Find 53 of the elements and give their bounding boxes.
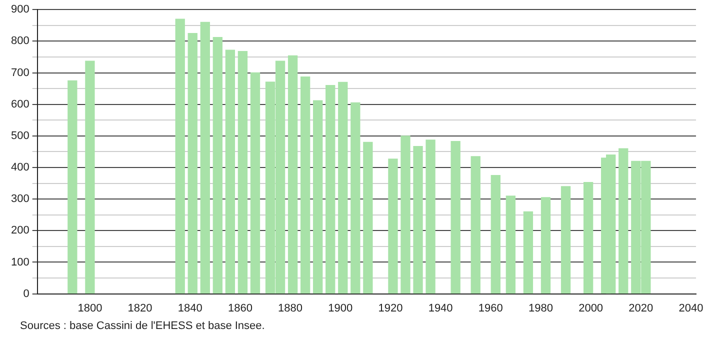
bar bbox=[326, 85, 336, 294]
bar bbox=[413, 146, 423, 294]
x-tick-label: 2000 bbox=[578, 302, 604, 314]
bar bbox=[225, 50, 236, 294]
bar bbox=[583, 182, 594, 294]
bar bbox=[350, 102, 360, 294]
bar bbox=[490, 175, 500, 294]
x-tick-label: 1820 bbox=[128, 302, 152, 314]
y-tick-label: 600 bbox=[10, 98, 30, 110]
bar bbox=[313, 100, 323, 294]
x-tick-label: 1860 bbox=[228, 302, 252, 314]
bar bbox=[388, 158, 398, 294]
bar bbox=[212, 37, 222, 294]
y-tick-label: 300 bbox=[10, 193, 30, 206]
x-tick-label: 2040 bbox=[678, 302, 704, 314]
bar bbox=[618, 148, 628, 294]
bar bbox=[560, 186, 571, 294]
bar bbox=[288, 55, 298, 294]
bar bbox=[85, 60, 95, 294]
y-tick-label: 700 bbox=[10, 66, 30, 79]
x-tick-label: 1980 bbox=[528, 302, 553, 314]
x-tick-label: 1920 bbox=[378, 302, 403, 314]
y-tick-label: 100 bbox=[10, 256, 30, 268]
bar bbox=[300, 76, 310, 294]
y-tick-label: 500 bbox=[10, 130, 30, 142]
y-tick-label: 800 bbox=[10, 35, 30, 48]
x-tick-label: 2020 bbox=[628, 302, 654, 314]
source-note: Sources : base Cassini de l'EHESS et base Insee. bbox=[20, 320, 265, 332]
bar bbox=[175, 18, 185, 294]
bar bbox=[68, 80, 78, 294]
bar bbox=[250, 72, 260, 294]
bar bbox=[363, 142, 373, 294]
x-tick-label: 1960 bbox=[478, 302, 503, 314]
y-tick-label: 400 bbox=[10, 162, 30, 174]
x-tick-label: 1900 bbox=[328, 302, 353, 314]
bar bbox=[523, 211, 534, 294]
x-tick-label: 1880 bbox=[278, 302, 303, 314]
y-tick-label: 900 bbox=[10, 4, 30, 16]
bar bbox=[338, 82, 348, 294]
x-tick-label: 1840 bbox=[178, 302, 202, 314]
bar bbox=[506, 196, 516, 294]
bar bbox=[450, 140, 460, 294]
bar bbox=[200, 22, 210, 294]
bar bbox=[426, 140, 436, 294]
bar bbox=[188, 32, 198, 294]
bar bbox=[238, 50, 248, 294]
bar bbox=[400, 136, 410, 294]
bar bbox=[540, 197, 551, 294]
bar bbox=[470, 156, 480, 294]
y-tick-label: 0 bbox=[23, 288, 30, 300]
x-tick-label: 1940 bbox=[428, 302, 453, 314]
x-tick-label: 1800 bbox=[78, 302, 102, 314]
y-tick-label: 200 bbox=[10, 224, 30, 237]
